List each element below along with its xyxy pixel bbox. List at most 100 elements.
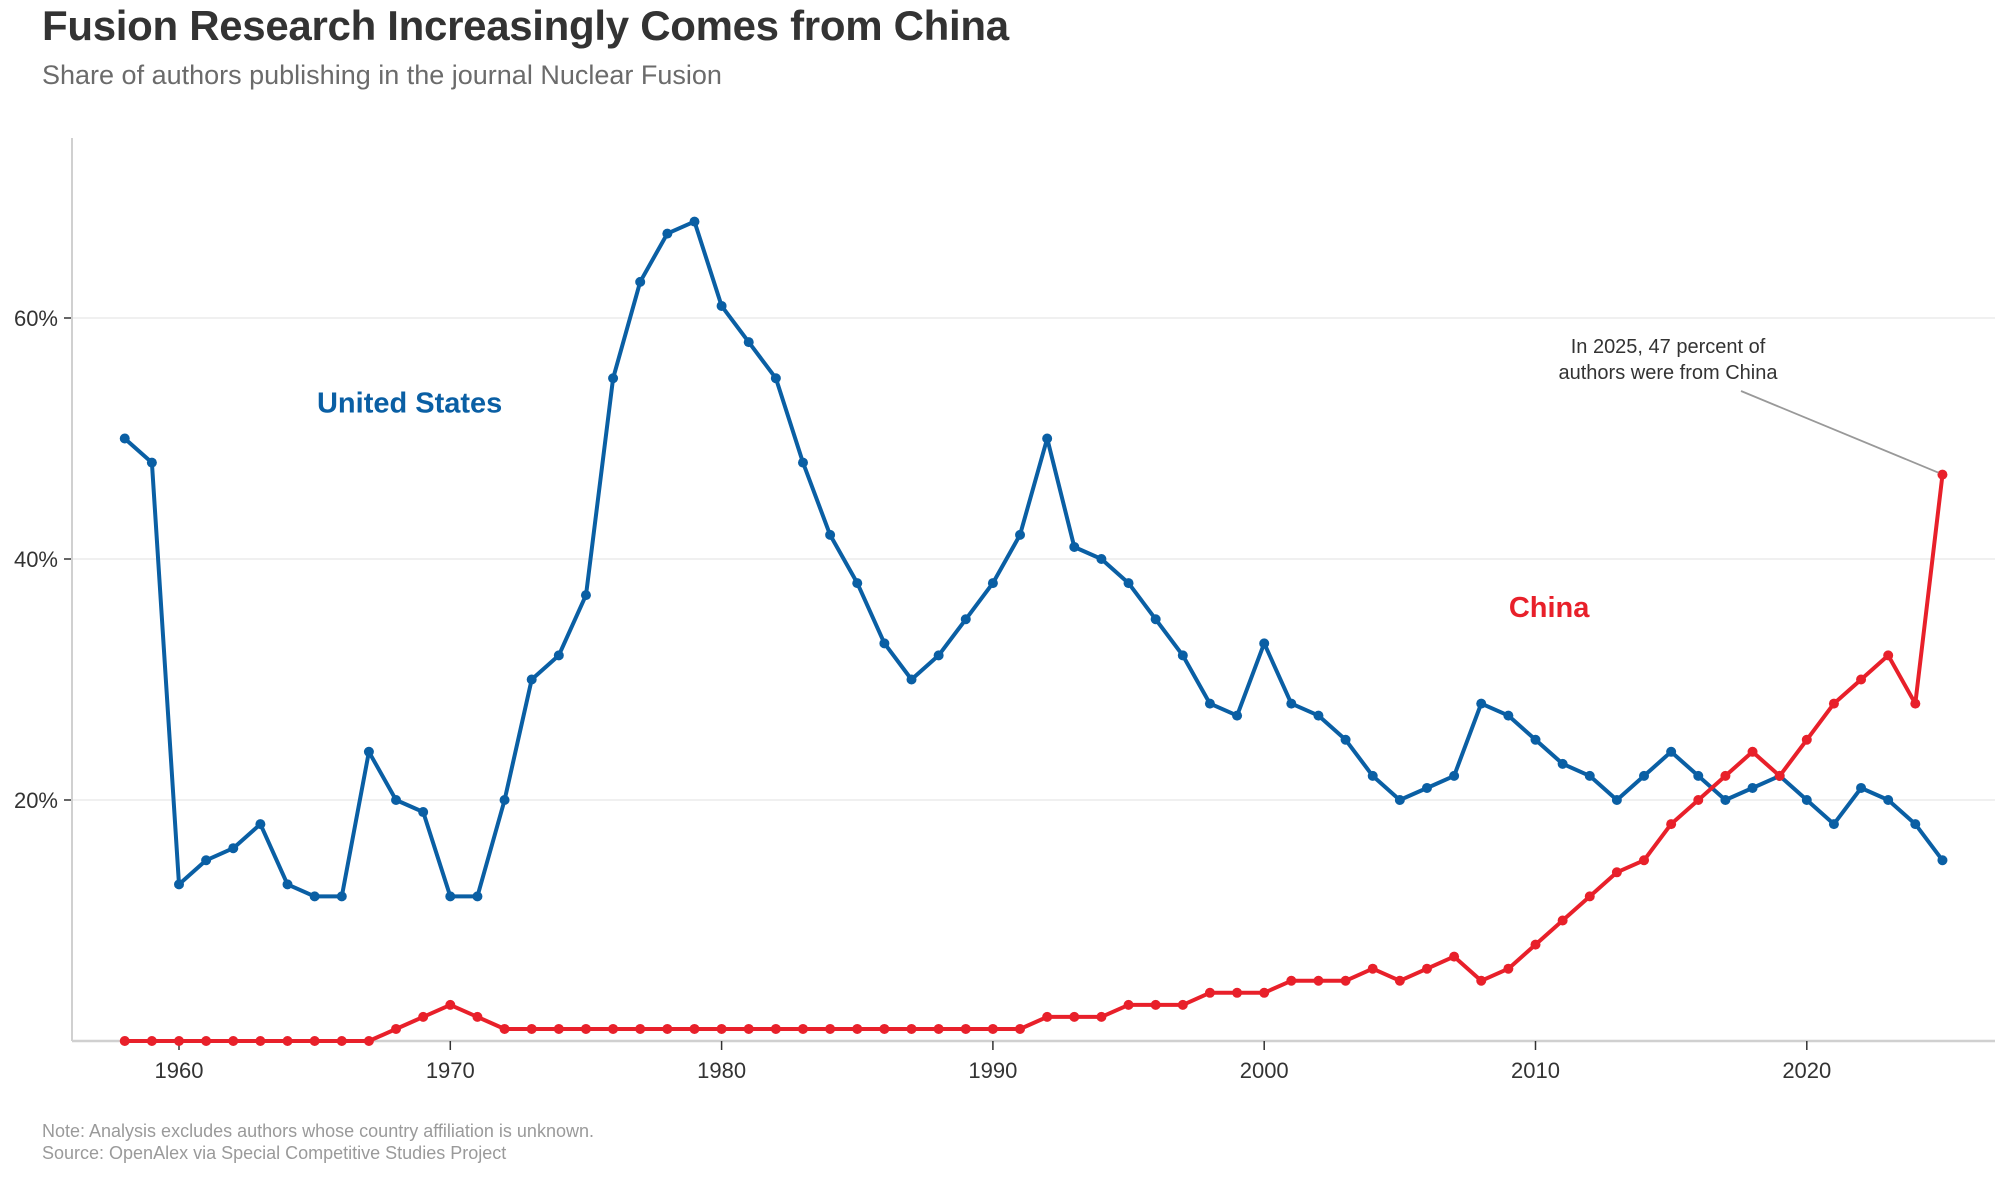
data-point [228, 1036, 239, 1046]
data-point [960, 1023, 971, 1034]
data-point [1611, 795, 1622, 805]
annotation-text: In 2025, 47 percent of [1571, 336, 1766, 358]
data-point [1693, 795, 1704, 805]
data-point [255, 819, 266, 830]
data-point [933, 1023, 944, 1034]
data-point [472, 1011, 483, 1022]
data-point [1150, 614, 1161, 625]
data-point [987, 1023, 998, 1034]
data-point [201, 855, 212, 866]
data-point [879, 638, 890, 649]
series-label-united-states: United States [317, 387, 502, 419]
data-point [1204, 987, 1215, 998]
data-point [1313, 710, 1324, 721]
data-point [553, 1023, 564, 1034]
data-point [933, 650, 944, 661]
data-point [797, 1023, 808, 1034]
data-point [1801, 795, 1812, 805]
data-point [1611, 867, 1622, 878]
data-point [1503, 963, 1514, 974]
data-point [418, 1011, 429, 1022]
data-point [1910, 819, 1921, 830]
annotation-connector [1740, 390, 1939, 474]
data-point [1476, 975, 1487, 986]
data-point [174, 879, 184, 890]
data-point [1069, 1011, 1080, 1022]
data-point [580, 590, 591, 601]
data-point [1530, 939, 1541, 950]
x-tick-label: 1960 [155, 1058, 204, 1083]
data-point [1394, 795, 1405, 805]
data-point [282, 879, 293, 890]
data-point [526, 674, 537, 685]
data-point [743, 1023, 754, 1034]
data-point [1666, 819, 1677, 830]
data-point [1639, 770, 1650, 781]
data-point [1503, 710, 1514, 721]
data-point [445, 999, 456, 1010]
data-point [1828, 819, 1839, 830]
x-tick-label: 1990 [968, 1058, 1017, 1083]
data-point [1177, 650, 1188, 661]
series-united-states [119, 216, 1948, 902]
data-point [1557, 915, 1568, 926]
data-point [1421, 963, 1432, 974]
data-point [418, 807, 429, 818]
data-point [146, 1036, 157, 1046]
data-point [174, 1036, 184, 1046]
chart-title: Fusion Research Increasingly Comes from … [42, 2, 1009, 49]
series-labels: United States China [317, 387, 1590, 624]
data-point [1856, 674, 1867, 685]
data-point [608, 373, 619, 384]
data-point [689, 216, 700, 227]
data-point [1069, 541, 1080, 552]
data-point [526, 1023, 537, 1034]
data-point [255, 1036, 266, 1046]
source-note: Source: OpenAlex via Special Competitive… [42, 1143, 507, 1163]
data-point [1123, 999, 1134, 1010]
data-point [960, 614, 971, 625]
data-point [1747, 746, 1758, 757]
annotation-text: authors were from China [1559, 362, 1779, 384]
data-point [1096, 554, 1107, 564]
data-point [662, 228, 673, 239]
data-point [716, 300, 727, 311]
x-tick-label: 1970 [426, 1058, 475, 1083]
data-point [146, 457, 157, 468]
data-point [336, 891, 347, 902]
data-point [1910, 698, 1921, 709]
data-point [1367, 770, 1378, 781]
data-point [1747, 782, 1758, 793]
footnote: Note: Analysis excludes authors whose co… [42, 1121, 594, 1141]
data-point [1557, 758, 1568, 769]
data-point [1150, 999, 1161, 1010]
data-point [1720, 795, 1731, 805]
data-point [336, 1036, 347, 1046]
series-line [123, 219, 1945, 899]
data-point [1639, 855, 1650, 866]
data-point [1449, 770, 1460, 781]
data-point [906, 674, 917, 685]
chart-subtitle: Share of authors publishing in the journ… [42, 60, 722, 90]
data-point [445, 891, 456, 902]
data-point [1394, 975, 1405, 986]
data-point [580, 1023, 591, 1034]
data-point [1584, 891, 1595, 902]
data-point [1530, 734, 1541, 745]
data-point [1259, 987, 1270, 998]
data-point [879, 1023, 890, 1034]
data-point [1774, 770, 1785, 781]
data-point [363, 1036, 374, 1046]
data-point [743, 337, 754, 348]
data-point [1801, 734, 1812, 745]
series-china [119, 469, 1948, 1046]
y-tick-label: 20% [14, 788, 58, 813]
data-point [1259, 638, 1270, 649]
data-point [499, 1023, 510, 1034]
data-point [797, 457, 808, 468]
data-point [363, 746, 374, 757]
data-point [1937, 469, 1948, 480]
data-point [1937, 855, 1948, 866]
data-point [1856, 782, 1867, 793]
data-point [1123, 578, 1134, 589]
